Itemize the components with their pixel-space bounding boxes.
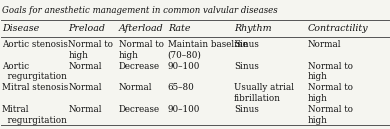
Text: Normal: Normal (68, 62, 102, 71)
Text: Sinus: Sinus (234, 62, 259, 71)
Text: Aortic
  regurgitation: Aortic regurgitation (2, 62, 67, 81)
Text: Rhythm: Rhythm (234, 24, 271, 33)
Text: Normal: Normal (308, 40, 342, 49)
Text: Goals for anesthetic management in common valvular diseases: Goals for anesthetic management in commo… (2, 6, 278, 15)
Text: Disease: Disease (2, 24, 39, 33)
Text: Contractility: Contractility (308, 24, 369, 33)
Text: 65–80: 65–80 (168, 83, 195, 92)
Text: Normal: Normal (68, 105, 102, 114)
Text: Sinus: Sinus (234, 105, 259, 114)
Text: Decrease: Decrease (119, 105, 160, 114)
Text: 90–100: 90–100 (168, 62, 200, 71)
Text: Normal to
high: Normal to high (68, 40, 113, 60)
Text: 90–100: 90–100 (168, 105, 200, 114)
Text: Preload: Preload (68, 24, 105, 33)
Text: Sinus: Sinus (234, 40, 259, 49)
Text: Normal to
high: Normal to high (308, 83, 353, 103)
Text: Normal to
high: Normal to high (119, 40, 164, 60)
Text: Mitral
  regurgitation: Mitral regurgitation (2, 105, 67, 125)
Text: Normal to
high: Normal to high (308, 105, 353, 125)
Text: Afterload: Afterload (119, 24, 164, 33)
Text: Maintain baseline
(70–80): Maintain baseline (70–80) (168, 40, 248, 60)
Text: Aortic stenosis: Aortic stenosis (2, 40, 68, 49)
Text: Normal: Normal (68, 83, 102, 92)
Text: Normal to
high: Normal to high (308, 62, 353, 81)
Text: Usually atrial
fibrillation: Usually atrial fibrillation (234, 83, 294, 103)
Text: Mitral stenosis: Mitral stenosis (2, 83, 68, 92)
Text: Decrease: Decrease (119, 62, 160, 71)
Text: Normal: Normal (119, 83, 152, 92)
Text: Rate: Rate (168, 24, 190, 33)
